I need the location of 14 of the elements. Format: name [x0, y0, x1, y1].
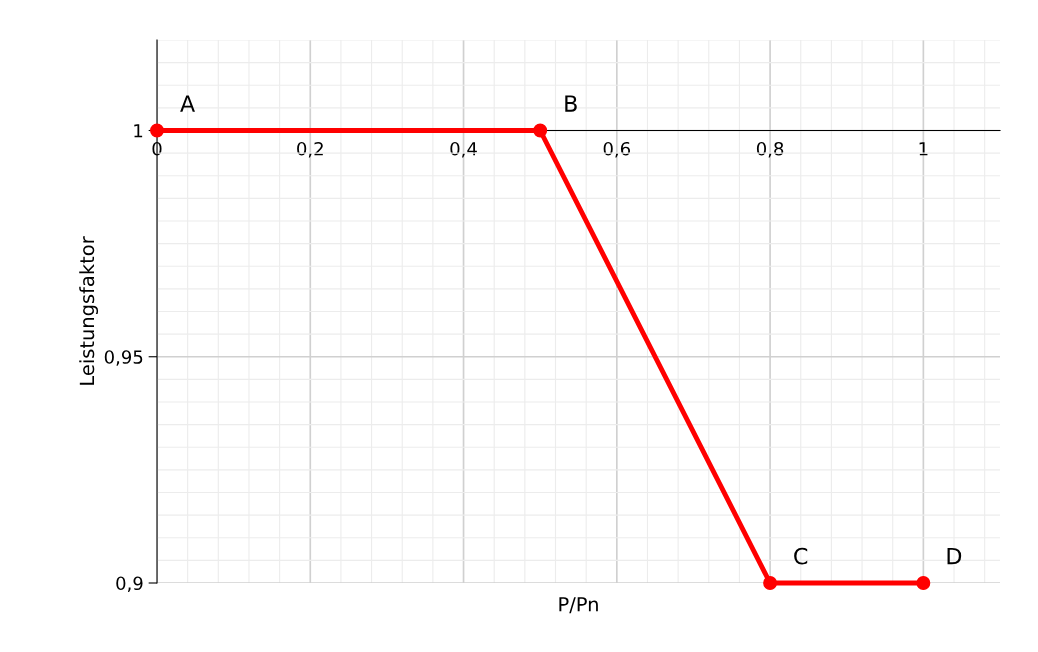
- x-tick-label: 0,4: [450, 141, 477, 158]
- y-tick-label: 1: [134, 124, 143, 138]
- annotation: A: [180, 95, 195, 112]
- x-tick-label: 0,2: [297, 141, 323, 158]
- x-tick-label: 0,6: [603, 141, 631, 158]
- annotation: D: [947, 547, 962, 565]
- x-tick-label: 0,8: [756, 141, 784, 158]
- x-axis-title: P/Pn: [559, 597, 598, 614]
- annotation: B: [565, 95, 577, 112]
- y-axis-title: Leistungsfaktor: [79, 236, 99, 385]
- y-tick-label: 0,95: [104, 350, 143, 366]
- x-tick-label: 1: [919, 142, 928, 156]
- y-tick-label: 0,9: [116, 576, 143, 592]
- annotation: C: [794, 547, 808, 565]
